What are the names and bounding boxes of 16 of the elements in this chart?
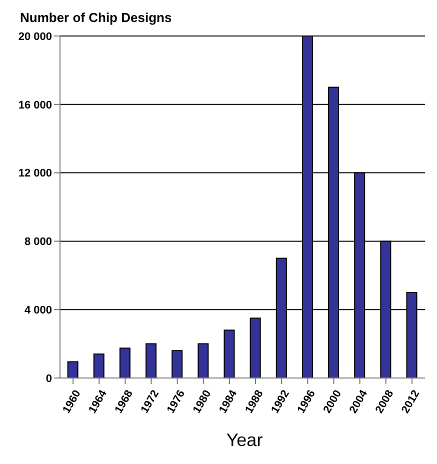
x-axis-title: Year <box>225 430 264 451</box>
y-tick-label: 20 000 <box>18 30 52 43</box>
bar <box>146 343 157 378</box>
chart-title: Number of Chip Designs <box>20 10 172 25</box>
y-tick-label: 8 000 <box>24 236 52 248</box>
bar <box>250 318 261 378</box>
bar <box>67 361 78 378</box>
y-tick-label: 16 000 <box>18 99 52 112</box>
bar <box>172 350 183 378</box>
bar <box>119 348 130 378</box>
y-tick-label: 0 <box>46 372 52 385</box>
bar <box>198 343 209 378</box>
y-tick-label: 4 000 <box>24 304 52 317</box>
y-tick-label: 12 000 <box>18 168 52 180</box>
bar <box>224 330 235 378</box>
bar <box>93 354 104 378</box>
